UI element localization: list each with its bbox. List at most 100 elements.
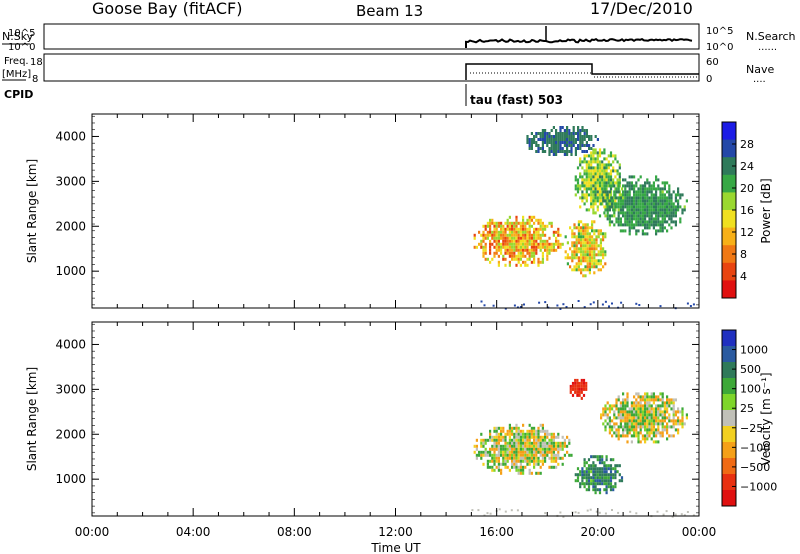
data-cell [513, 254, 516, 258]
data-cell [648, 431, 651, 435]
data-cell [674, 513, 677, 516]
data-cell [630, 416, 633, 420]
data-cell [513, 462, 516, 466]
data-cell [655, 410, 658, 414]
data-cell [626, 440, 629, 444]
data-cell [535, 432, 538, 436]
data-cell [615, 422, 618, 426]
data-cell [663, 416, 666, 420]
data-cell [626, 419, 629, 423]
data-cell [587, 178, 591, 182]
data-cell [624, 428, 627, 432]
data-cell [544, 248, 547, 252]
data-cell [641, 196, 644, 200]
data-cell [552, 465, 555, 469]
data-cell [607, 181, 610, 185]
data-cell [657, 199, 660, 203]
data-cell [598, 511, 601, 514]
data-cell [508, 450, 511, 454]
data-cell [652, 431, 655, 435]
data-cell [515, 447, 518, 451]
data-cell [615, 205, 618, 209]
data-cell [497, 230, 500, 234]
data-cell [661, 217, 664, 221]
data-cell [603, 476, 606, 480]
data-cell [593, 265, 596, 269]
data-cell [635, 425, 638, 429]
data-cell [601, 482, 604, 486]
data-cell [650, 199, 653, 203]
data-cell [607, 160, 610, 164]
data-cell [577, 229, 580, 233]
data-cell [530, 426, 533, 430]
data-cell [652, 428, 655, 432]
data-cell [692, 514, 695, 517]
data-cell [515, 432, 518, 436]
data-cell [539, 441, 542, 445]
data-cell [515, 233, 518, 237]
data-cell [569, 390, 572, 394]
data-cell [648, 413, 651, 417]
data-cell [577, 256, 580, 260]
data-cell [661, 404, 664, 408]
data-cell [566, 126, 569, 129]
data-cell [571, 244, 574, 248]
data-cell [663, 184, 666, 188]
data-cell [482, 224, 485, 228]
data-cell [644, 425, 647, 429]
data-cell [579, 138, 582, 141]
data-cell [683, 422, 686, 426]
data-cell [539, 450, 542, 454]
data-cell [670, 220, 673, 224]
data-cell [557, 447, 560, 451]
freq-tick-bottom: 8 [32, 74, 38, 85]
data-cell [624, 416, 627, 420]
data-cell [506, 459, 509, 463]
data-cell [497, 447, 500, 451]
data-cell [580, 253, 583, 257]
data-cell [601, 166, 604, 170]
data-cell [617, 437, 620, 441]
data-cell [606, 205, 609, 209]
data-cell [577, 247, 580, 251]
data-cell [546, 239, 549, 243]
data-cell [504, 456, 507, 460]
data-cell [570, 132, 573, 135]
data-cell [526, 432, 529, 436]
data-cell [596, 479, 599, 483]
data-cell [486, 236, 489, 240]
data-cell [587, 464, 591, 468]
data-cell [598, 193, 602, 197]
data-cell [573, 226, 576, 230]
data-cell [613, 202, 616, 206]
data-cell [519, 245, 522, 249]
data-cell [576, 476, 580, 480]
data-cell [576, 190, 580, 194]
data-cell [594, 467, 597, 471]
data-cell [601, 190, 604, 194]
data-cell [592, 178, 595, 182]
data-cell [584, 226, 587, 230]
data-cell [524, 263, 527, 267]
data-cell [519, 221, 522, 225]
data-cell [497, 426, 500, 430]
data-cell [573, 265, 576, 269]
data-cell [641, 187, 644, 191]
data-cell [657, 431, 660, 435]
data-cell [537, 260, 540, 264]
data-cell [586, 509, 589, 512]
data-cell [661, 205, 664, 209]
data-cell [526, 230, 529, 234]
data-cell [633, 202, 636, 206]
data-cell [588, 262, 591, 266]
data-cell [612, 476, 615, 480]
data-cell [587, 166, 591, 170]
data-cell [528, 462, 531, 466]
data-cell [644, 211, 647, 215]
data-cell [552, 230, 555, 234]
data-cell [663, 407, 666, 411]
data-cell [539, 227, 542, 231]
data-cell [648, 404, 651, 408]
data-cell [574, 175, 577, 179]
data-cell [639, 413, 642, 417]
